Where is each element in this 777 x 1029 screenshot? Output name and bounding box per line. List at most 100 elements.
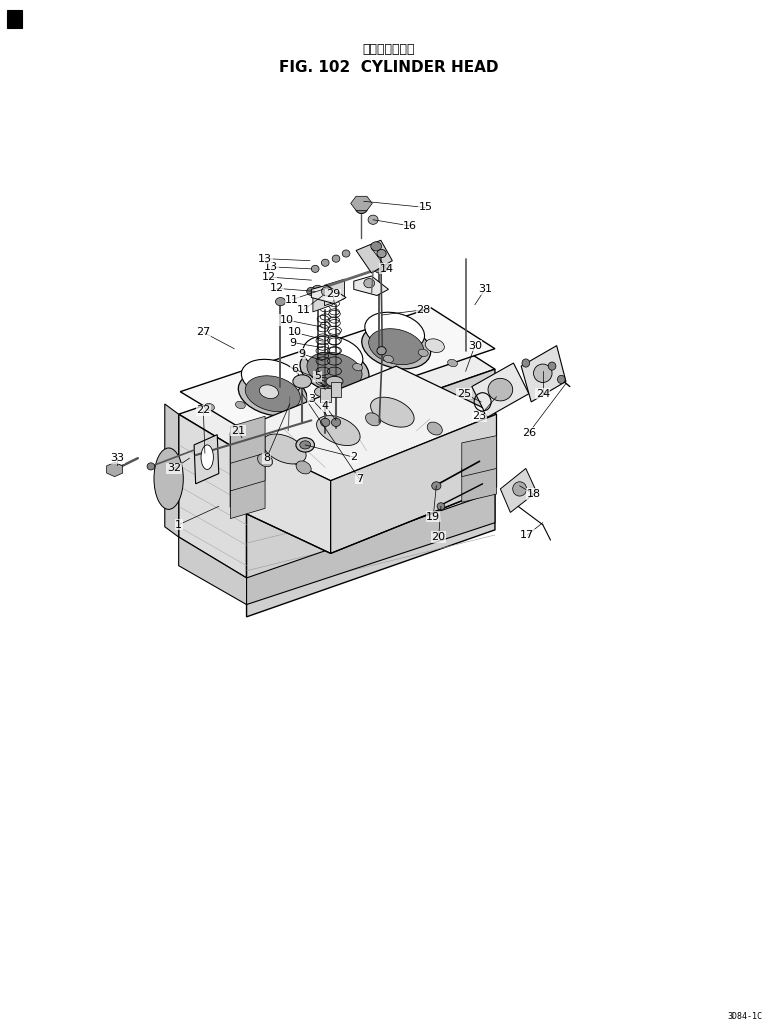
Text: 12: 12: [270, 283, 284, 293]
Ellipse shape: [260, 385, 278, 398]
Ellipse shape: [204, 403, 214, 411]
Bar: [7, 10, 22, 29]
Polygon shape: [462, 461, 497, 502]
Text: 28: 28: [416, 305, 430, 315]
Ellipse shape: [353, 363, 363, 370]
Ellipse shape: [364, 279, 375, 288]
Ellipse shape: [333, 255, 340, 262]
Ellipse shape: [448, 359, 458, 366]
Polygon shape: [354, 276, 388, 295]
Text: 21: 21: [231, 426, 245, 435]
Polygon shape: [106, 462, 123, 476]
Ellipse shape: [307, 352, 362, 388]
Polygon shape: [194, 434, 219, 484]
Polygon shape: [179, 415, 246, 578]
Ellipse shape: [371, 242, 382, 251]
Text: 17: 17: [521, 530, 535, 540]
Polygon shape: [350, 197, 372, 211]
Ellipse shape: [322, 287, 333, 296]
Ellipse shape: [513, 482, 527, 496]
Ellipse shape: [113, 464, 121, 473]
Ellipse shape: [147, 463, 155, 470]
Ellipse shape: [242, 359, 301, 397]
Ellipse shape: [239, 371, 307, 416]
Text: 27: 27: [197, 327, 211, 338]
Text: 9: 9: [298, 349, 305, 359]
Ellipse shape: [332, 419, 340, 426]
Ellipse shape: [432, 482, 441, 490]
Ellipse shape: [312, 285, 322, 293]
Text: 6: 6: [291, 364, 298, 375]
Ellipse shape: [342, 250, 350, 257]
Text: 29: 29: [326, 289, 340, 299]
Polygon shape: [230, 463, 265, 519]
Ellipse shape: [368, 215, 378, 224]
Text: 8: 8: [263, 453, 270, 463]
Ellipse shape: [557, 376, 565, 384]
Polygon shape: [472, 363, 529, 418]
Ellipse shape: [246, 376, 301, 412]
Ellipse shape: [365, 413, 381, 426]
Ellipse shape: [522, 359, 530, 367]
Text: 3D84-1C: 3D84-1C: [727, 1013, 763, 1021]
Polygon shape: [331, 383, 341, 397]
Text: 30: 30: [468, 341, 482, 351]
Ellipse shape: [257, 454, 273, 467]
Ellipse shape: [322, 259, 329, 267]
Polygon shape: [165, 404, 179, 537]
Text: 3: 3: [308, 394, 315, 403]
Ellipse shape: [321, 419, 330, 426]
Polygon shape: [462, 435, 497, 476]
Ellipse shape: [296, 437, 315, 452]
Polygon shape: [230, 432, 331, 554]
Text: 18: 18: [527, 489, 541, 499]
Text: 7: 7: [356, 473, 363, 484]
Polygon shape: [325, 279, 344, 306]
Text: 19: 19: [426, 511, 441, 522]
Polygon shape: [230, 366, 497, 481]
Ellipse shape: [488, 379, 513, 401]
Ellipse shape: [549, 362, 556, 370]
Ellipse shape: [427, 422, 442, 435]
Polygon shape: [500, 468, 537, 512]
Ellipse shape: [384, 355, 393, 362]
Ellipse shape: [355, 202, 368, 214]
Text: 4: 4: [322, 401, 329, 411]
Polygon shape: [331, 415, 497, 554]
Text: 20: 20: [431, 532, 446, 542]
Polygon shape: [180, 308, 495, 432]
Polygon shape: [521, 346, 566, 402]
Text: 2: 2: [350, 452, 357, 462]
Text: 32: 32: [167, 463, 181, 473]
Text: 16: 16: [403, 221, 417, 230]
Text: 25: 25: [457, 389, 471, 398]
Polygon shape: [246, 492, 495, 605]
Ellipse shape: [296, 461, 311, 474]
Ellipse shape: [300, 440, 311, 449]
Text: 11: 11: [285, 294, 299, 305]
Polygon shape: [246, 369, 495, 616]
Text: 1: 1: [175, 520, 182, 530]
Polygon shape: [356, 240, 392, 273]
Text: FIG. 102  CYLINDER HEAD: FIG. 102 CYLINDER HEAD: [279, 60, 498, 75]
Ellipse shape: [276, 297, 285, 306]
Ellipse shape: [303, 335, 363, 374]
Ellipse shape: [375, 264, 385, 273]
Ellipse shape: [316, 416, 360, 446]
Ellipse shape: [365, 312, 424, 350]
Ellipse shape: [300, 348, 369, 392]
Text: 26: 26: [522, 428, 536, 437]
Text: 14: 14: [380, 263, 394, 274]
Ellipse shape: [201, 445, 214, 469]
Ellipse shape: [235, 401, 246, 409]
Polygon shape: [179, 328, 495, 455]
Ellipse shape: [425, 339, 444, 353]
Ellipse shape: [377, 249, 386, 257]
Ellipse shape: [315, 387, 332, 397]
Ellipse shape: [437, 503, 444, 510]
Polygon shape: [312, 285, 346, 304]
Text: 22: 22: [197, 405, 211, 415]
Text: 10: 10: [287, 327, 301, 338]
Text: シリンダヘッド: シリンダヘッド: [362, 43, 415, 57]
Text: 15: 15: [419, 203, 433, 212]
